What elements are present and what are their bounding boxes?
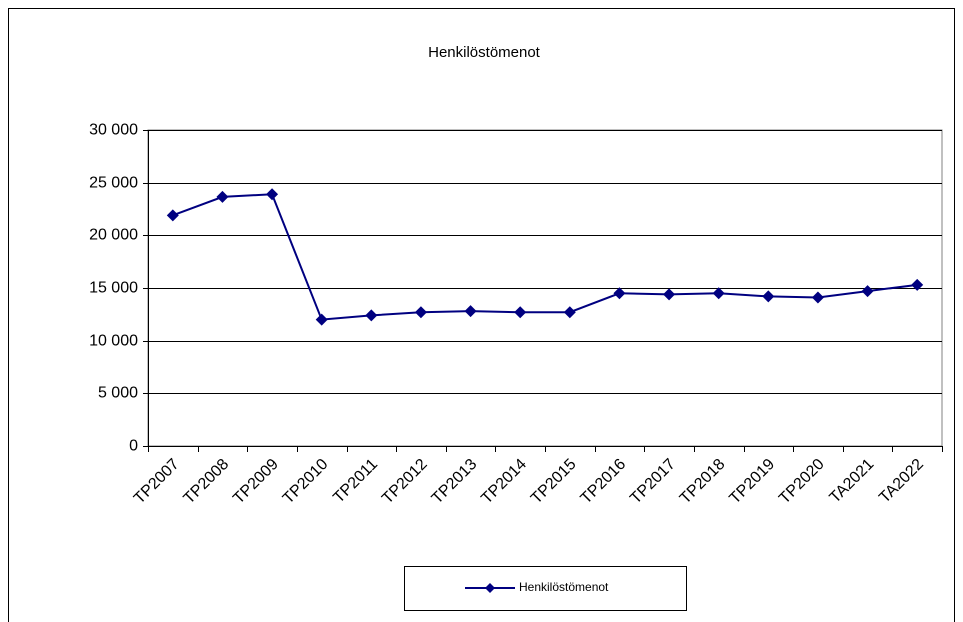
x-tick-label: TP2014 xyxy=(478,456,530,508)
data-point xyxy=(762,290,775,303)
x-tick-label: TP2017 xyxy=(627,456,679,508)
x-tick-label: TP2013 xyxy=(429,456,481,508)
data-point xyxy=(315,313,328,326)
data-point xyxy=(166,209,179,222)
data-point xyxy=(911,278,924,291)
x-tick-label: TP2007 xyxy=(131,456,183,508)
y-tick-label: 25 000 xyxy=(89,175,138,192)
legend xyxy=(404,566,687,611)
chart-border xyxy=(8,8,955,622)
data-point xyxy=(414,306,427,319)
x-tick-label: TA2021 xyxy=(827,456,878,507)
y-tick-label: 5 000 xyxy=(98,385,138,402)
y-tick-label: 0 xyxy=(129,438,138,455)
y-tick-label: 15 000 xyxy=(89,280,138,297)
data-point xyxy=(811,291,824,304)
x-tick-label: TP2019 xyxy=(726,456,778,508)
legend-label: Henkilöstömenot xyxy=(519,580,609,594)
x-tick-label: TP2011 xyxy=(330,456,381,507)
data-point xyxy=(464,305,477,318)
data-point xyxy=(712,287,725,300)
data-line xyxy=(172,193,918,321)
y-tick-label: 30 000 xyxy=(89,122,138,139)
x-tick-label: TP2018 xyxy=(677,456,729,508)
data-point xyxy=(514,306,527,319)
y-tick-label: 20 000 xyxy=(89,227,138,244)
data-point xyxy=(266,188,279,201)
x-tick-label: TP2008 xyxy=(181,456,233,508)
data-point xyxy=(861,285,874,298)
x-tick-label: TP2010 xyxy=(280,456,332,508)
data-point xyxy=(216,190,229,203)
data-point xyxy=(663,288,676,301)
x-tick-label: TA2022 xyxy=(876,456,927,507)
data-point xyxy=(365,309,378,322)
x-tick-label: TP2020 xyxy=(776,456,828,508)
x-tick-label: TP2016 xyxy=(578,456,630,508)
data-point xyxy=(563,306,576,319)
x-tick-label: TP2012 xyxy=(379,456,431,508)
x-tick-label: TP2009 xyxy=(230,456,282,508)
x-tick-label: TP2015 xyxy=(528,456,580,508)
chart-title: Henkilöstömenot xyxy=(428,44,541,61)
legend-marker xyxy=(485,583,495,593)
data-point xyxy=(613,287,626,300)
y-tick-label: 10 000 xyxy=(89,333,138,350)
